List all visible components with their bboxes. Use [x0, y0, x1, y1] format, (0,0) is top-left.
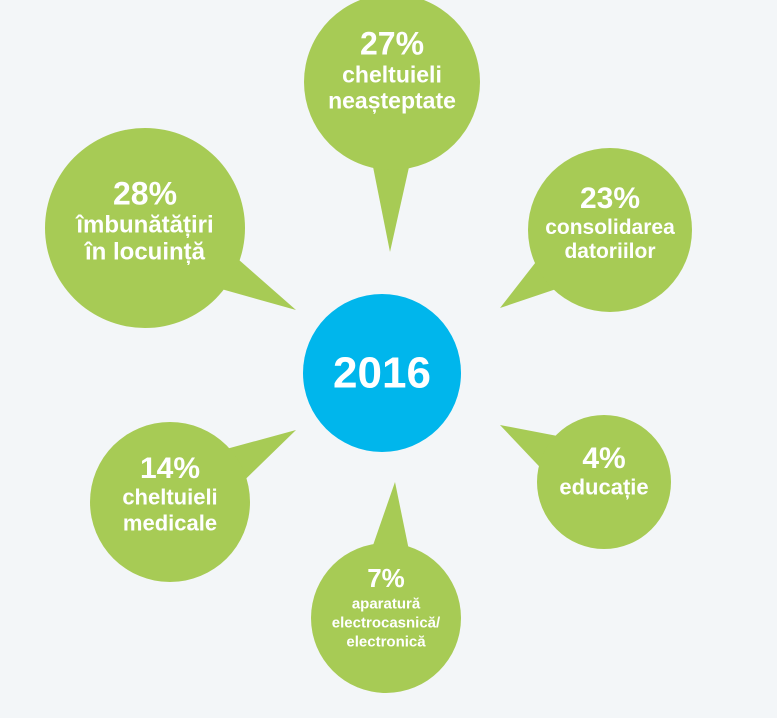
bubble-label: educație [559, 474, 648, 499]
bubble-value: 4% [582, 442, 625, 475]
center-circle [303, 294, 461, 452]
bubble-label: aparatură [352, 596, 421, 613]
bubble [90, 422, 250, 582]
bubble [311, 543, 461, 693]
bubble-label: cheltuieli [122, 484, 217, 509]
bubble-label: îmbunătățiri [75, 212, 213, 239]
bubble-value: 28% [113, 175, 177, 211]
bubble-value: 23% [580, 182, 640, 215]
bubble-label: cheltuieli [342, 61, 442, 87]
bubble-label: datoriilor [564, 240, 655, 263]
bubble-label: electrocasnică/ [332, 615, 441, 632]
center-label: 2016 [333, 349, 431, 398]
bubble-label: consolidarea [545, 216, 675, 239]
bubble-value: 7% [367, 563, 405, 593]
bubble [304, 0, 480, 170]
bubble [45, 128, 245, 328]
bubble-label: medicale [123, 510, 217, 535]
bubble [528, 148, 692, 312]
bubble-tail [367, 482, 412, 564]
bubble-value: 14% [140, 452, 200, 485]
bubble [537, 415, 671, 549]
bubble-label: în locuință [84, 239, 206, 266]
bubble-label: neașteptate [328, 87, 456, 114]
bubble-label: electronică [346, 634, 426, 651]
bubble-value: 27% [360, 25, 424, 61]
bubble-tail [369, 147, 414, 252]
